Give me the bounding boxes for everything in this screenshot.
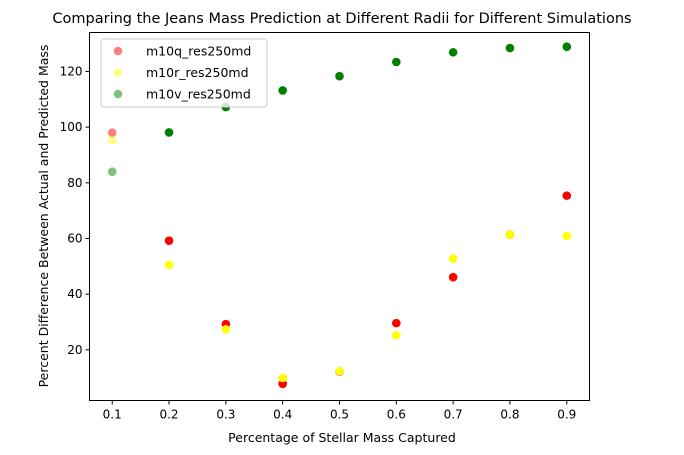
legend-marker-m10r_res250md: [113, 68, 123, 77]
x-tick-label: 0.2: [159, 408, 178, 422]
x-tick-label: 0.4: [273, 408, 292, 422]
x-axis-label: Percentage of Stellar Mass Captured: [228, 430, 456, 445]
data-point-m10r_res250md: [448, 254, 458, 263]
data-point-m10q_res250md: [448, 272, 458, 282]
data-point-m10v_res250md: [335, 71, 344, 81]
data-points: [107, 42, 572, 389]
y-tick-label: 120: [60, 64, 83, 78]
y-axis: 20 40 60 80 100 120: [60, 64, 90, 357]
data-point-m10v_res250md: [448, 47, 458, 57]
data-point-m10r_res250md: [335, 366, 344, 376]
y-tick-label: 40: [67, 287, 82, 301]
data-point-m10r_res250md: [107, 135, 117, 145]
y-tick-label: 20: [67, 343, 82, 357]
data-point-m10q_res250md: [392, 318, 401, 328]
y-tick-label: 100: [60, 120, 83, 134]
legend-label: m10v_res250md: [146, 87, 251, 102]
x-tick-label: 0.1: [103, 408, 122, 422]
legend-box: [100, 38, 268, 108]
x-tick-label: 0.7: [444, 408, 463, 422]
data-point-m10v_res250md: [164, 128, 174, 137]
data-point-m10v_res250md: [562, 42, 572, 51]
data-point-m10r_res250md: [221, 324, 231, 334]
data-point-m10r_res250md: [278, 373, 287, 383]
data-point-m10q_res250md: [164, 236, 174, 246]
x-tick-label: 0.6: [387, 408, 406, 422]
data-point-m10r_res250md: [562, 231, 572, 241]
y-tick-label: 60: [67, 231, 82, 245]
chart-title: Comparing the Jeans Mass Prediction at D…: [52, 11, 631, 27]
x-tick-label: 0.8: [500, 408, 519, 422]
data-point-m10v_res250md: [278, 86, 287, 95]
data-point-m10v_res250md: [505, 43, 515, 53]
data-point-m10r_res250md: [164, 260, 174, 270]
x-tick-label: 0.5: [330, 408, 349, 422]
y-axis-label: Percent Difference Between Actual and Pr…: [36, 45, 51, 388]
x-axis: 0.1 0.2 0.3 0.4 0.5 0.6 0.7 0.8 0.9: [103, 400, 576, 422]
data-point-m10q_res250md: [562, 191, 572, 200]
data-point-m10q_res250md: [107, 128, 117, 138]
x-tick-label: 0.3: [216, 408, 235, 422]
legend-marker-m10v_res250md: [113, 89, 123, 99]
data-point-m10v_res250md: [107, 167, 117, 176]
data-point-m10r_res250md: [392, 331, 401, 340]
legend: m10q_res250md m10r_res250md m10v_res250md: [100, 38, 268, 108]
legend-marker-m10q_res250md: [113, 46, 123, 56]
x-tick-label: 0.9: [557, 408, 576, 422]
data-point-m10v_res250md: [392, 57, 401, 67]
y-tick-label: 80: [67, 176, 82, 190]
legend-label: m10q_res250md: [146, 44, 251, 59]
data-point-m10r_res250md: [505, 230, 515, 239]
legend-label: m10r_res250md: [146, 65, 249, 80]
